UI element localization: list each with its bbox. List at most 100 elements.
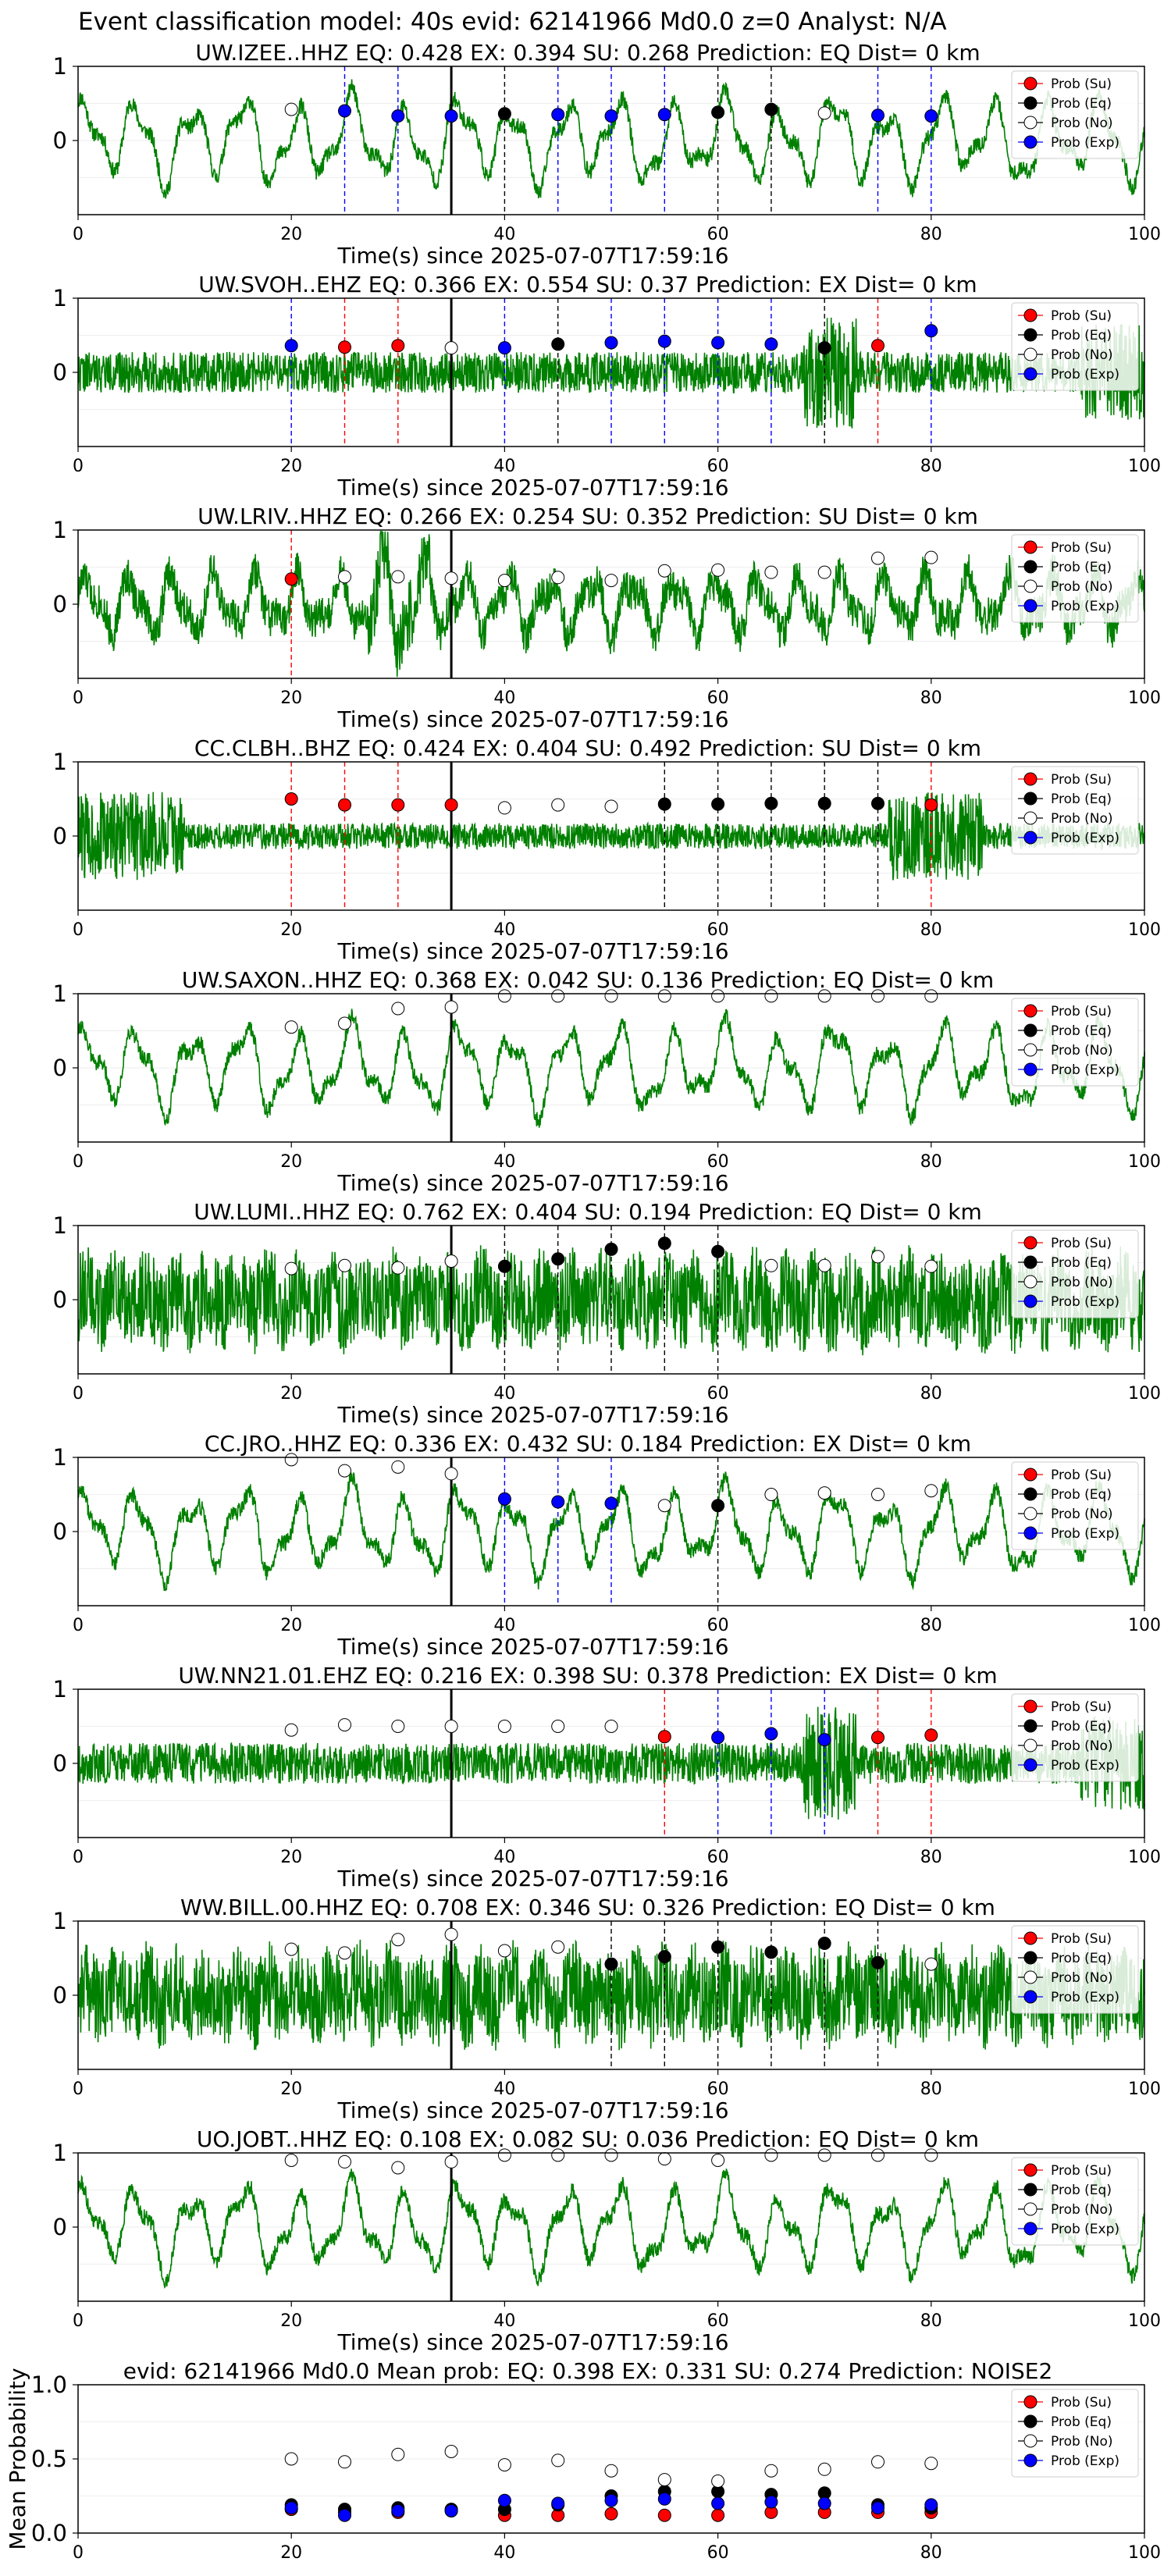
- legend-box: [1011, 534, 1139, 623]
- mean-marker-2: [657, 2473, 671, 2487]
- prob-marker-no: [924, 989, 938, 1003]
- mean-marker-3: [284, 2501, 298, 2515]
- prob-marker-no: [497, 574, 511, 588]
- x-tick-label: 80: [920, 2080, 942, 2099]
- prob-marker-no: [924, 2148, 938, 2162]
- mean-marker-2: [284, 2452, 298, 2466]
- x-tick-label: 40: [493, 457, 515, 476]
- prob-marker-no: [391, 1720, 405, 1733]
- prob-marker-eq: [497, 1259, 511, 1273]
- legend-label: Prob (Su): [1051, 2395, 1112, 2411]
- x-tick-label: 0: [73, 2311, 84, 2331]
- waveform-trace: [77, 792, 1145, 881]
- legend-label: Prob (Exp): [1051, 1526, 1119, 1542]
- legend-label: Prob (Su): [1051, 540, 1112, 556]
- legend-label: Prob (Exp): [1051, 2222, 1119, 2237]
- prob-marker-eq: [657, 1950, 671, 1964]
- x-tick-label: 100: [1128, 2543, 1161, 2563]
- mean-marker-3: [711, 2496, 725, 2510]
- y-tick-label: 0: [53, 359, 67, 386]
- legend-marker: [1023, 2434, 1038, 2448]
- prob-marker-no: [284, 2154, 298, 2167]
- legend-marker: [1023, 1294, 1038, 1308]
- x-tick-label: 80: [920, 225, 942, 244]
- prob-marker-no: [444, 1927, 458, 1941]
- prob-marker-no: [284, 1453, 298, 1467]
- prob-marker-exp: [764, 337, 778, 351]
- legend-marker: [1023, 1023, 1038, 1037]
- y-tick-label: 1: [53, 1908, 67, 1934]
- legend-label: Prob (Exp): [1051, 367, 1119, 382]
- legend-marker: [1023, 2202, 1038, 2216]
- panel-title: CC.CLBH..BHZ EQ: 0.424 EX: 0.404 SU: 0.4…: [194, 735, 981, 761]
- x-tick-label: 40: [493, 225, 515, 244]
- legend-marker: [1023, 831, 1038, 845]
- x-axis-label: Time(s) since 2025-07-07T17:59:16: [336, 706, 728, 732]
- prob-marker-exp: [817, 1733, 831, 1747]
- prob-marker-no: [338, 570, 351, 584]
- legend-marker: [1023, 579, 1038, 593]
- x-axis-label: Time(s) since 2025-07-07T17:59:16: [336, 475, 728, 500]
- legend-label: Prob (Eq): [1051, 96, 1112, 112]
- x-tick-label: 60: [707, 1616, 729, 1635]
- y-tick-label: 0: [53, 1518, 67, 1545]
- prob-marker-no: [284, 1942, 298, 1956]
- y-tick-label: 1: [53, 2140, 67, 2166]
- prob-marker-no: [604, 989, 618, 1003]
- prob-marker-no: [551, 1940, 565, 1954]
- legend-box: [1011, 302, 1139, 391]
- mean-marker-0: [604, 2507, 618, 2521]
- mean-marker-0: [711, 2508, 725, 2522]
- legend-marker: [1023, 347, 1038, 361]
- prob-marker-eq: [817, 796, 831, 810]
- prob-marker-no: [657, 1499, 671, 1513]
- prob-marker-exp: [657, 108, 671, 122]
- prob-marker-exp: [764, 1727, 778, 1741]
- y-tick-label: 0: [53, 2214, 67, 2240]
- x-tick-label: 40: [493, 1384, 515, 1404]
- y-tick-label: 0: [53, 823, 67, 849]
- x-tick-label: 20: [280, 2543, 302, 2563]
- x-tick-label: 60: [707, 2311, 729, 2331]
- legend-label: Prob (Exp): [1051, 1294, 1119, 1310]
- prob-marker-no: [391, 1261, 405, 1275]
- prob-marker-no: [444, 1000, 458, 1014]
- prob-marker-no: [657, 2152, 671, 2166]
- prob-marker-exp: [391, 109, 405, 123]
- prob-marker-no: [444, 1720, 458, 1733]
- legend-marker: [1023, 328, 1038, 342]
- prob-marker-no: [604, 574, 618, 588]
- legend-marker: [1023, 1738, 1038, 1752]
- x-tick-label: 80: [920, 688, 942, 708]
- prob-marker-exp: [284, 339, 298, 353]
- prob-marker-no: [338, 1464, 351, 1478]
- x-tick-label: 100: [1128, 1152, 1161, 1172]
- prob-marker-no: [391, 1460, 405, 1474]
- prob-marker-eq: [497, 107, 511, 121]
- legend-marker: [1023, 2453, 1038, 2467]
- prob-marker-eq: [764, 102, 778, 116]
- prob-marker-no: [817, 2148, 831, 2162]
- x-tick-label: 40: [493, 688, 515, 708]
- legend-label: Prob (Su): [1051, 1931, 1112, 1947]
- figure-title: Event classification model: 40s evid: 62…: [78, 8, 947, 36]
- prob-marker-no: [924, 1484, 938, 1498]
- x-tick-label: 40: [493, 1152, 515, 1172]
- x-tick-label: 40: [493, 2080, 515, 2099]
- prob-marker-no: [551, 989, 565, 1003]
- y-tick-label: 0: [53, 1286, 67, 1313]
- legend-marker: [1023, 96, 1038, 110]
- x-axis-label: Time(s) since 2025-07-07T17:59:16: [336, 1170, 728, 1196]
- x-tick-label: 60: [707, 688, 729, 708]
- prob-marker-exp: [657, 334, 671, 348]
- y-tick-label: 1: [53, 53, 67, 80]
- x-tick-label: 0: [73, 920, 84, 940]
- x-tick-label: 20: [280, 2311, 302, 2331]
- x-tick-label: 0: [73, 688, 84, 708]
- prob-marker-no: [817, 1258, 831, 1272]
- prob-marker-no: [551, 1720, 565, 1733]
- legend-label: Prob (No): [1051, 347, 1113, 363]
- legend-label: Prob (Su): [1051, 1004, 1112, 1019]
- prob-marker-no: [391, 570, 405, 584]
- y-tick-label: 1: [53, 1444, 67, 1471]
